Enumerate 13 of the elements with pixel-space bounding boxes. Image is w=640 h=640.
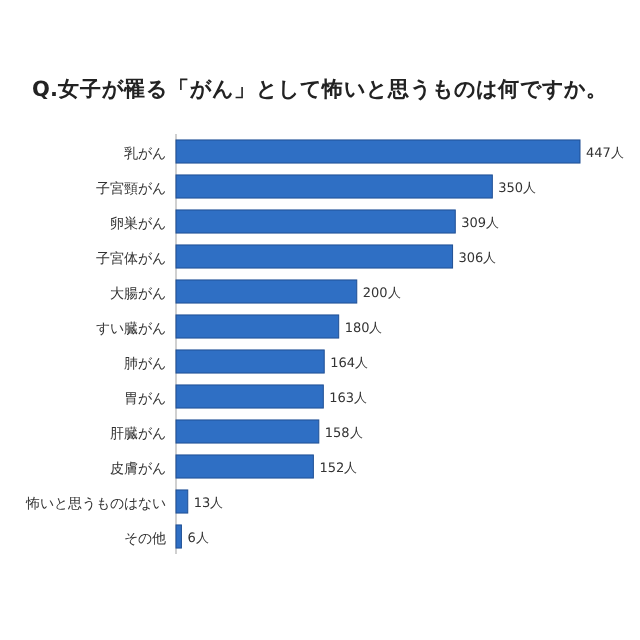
bar [175, 174, 493, 199]
bar [175, 524, 182, 549]
bar [175, 209, 456, 234]
bar [175, 244, 454, 269]
bar [175, 349, 325, 374]
chart-title: Q.女子が罹る「がん」として怖いと思うものは何ですか。 [32, 76, 608, 102]
bar [175, 419, 320, 444]
bar [175, 314, 340, 339]
bar [175, 489, 189, 514]
bar [175, 279, 358, 304]
bar [175, 454, 314, 479]
bar [175, 139, 581, 164]
bar [175, 384, 324, 409]
